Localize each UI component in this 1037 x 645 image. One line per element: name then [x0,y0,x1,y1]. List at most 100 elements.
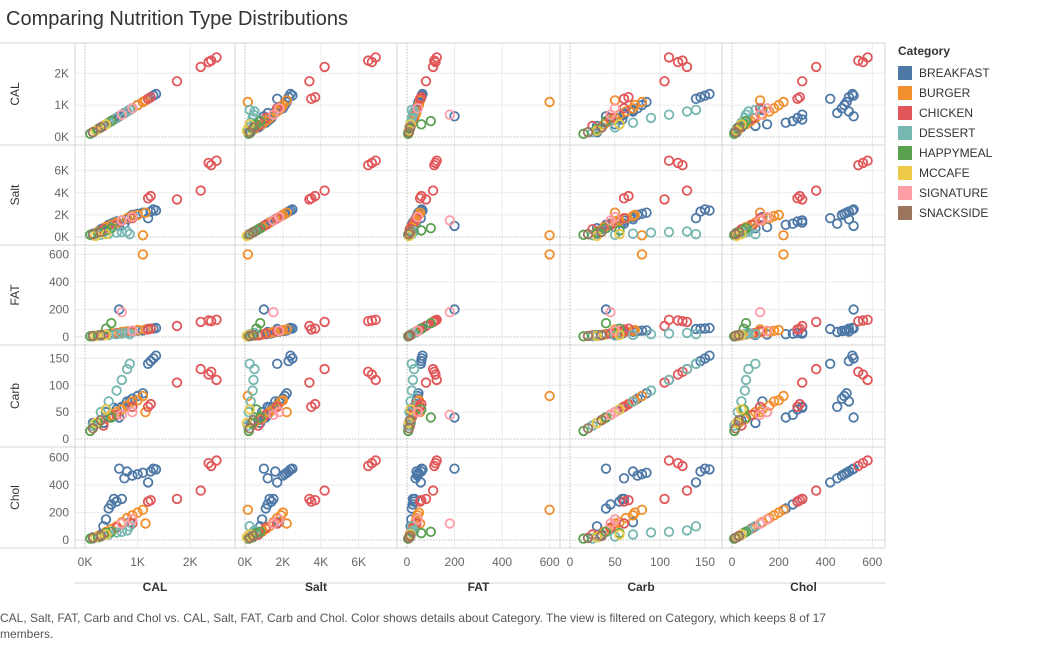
x-tick-label: 200 [769,555,789,569]
data-point [370,155,381,166]
y-tick-label: 200 [49,506,69,520]
data-point [132,99,143,111]
data-point [632,470,643,481]
data-point [412,406,423,418]
data-point [248,415,259,426]
data-point [407,374,419,386]
data-point [145,398,156,410]
data-point [690,323,702,335]
data-point [413,507,425,518]
legend-item[interactable]: BREAKFAST [898,63,1033,83]
data-point [273,325,285,337]
data-point [420,377,432,388]
data-point [677,55,688,66]
legend-item[interactable]: MCCAFE [898,163,1033,183]
x-tick-label: 1K [130,555,145,569]
data-point [681,485,693,496]
data-point [260,409,272,421]
data-point [124,228,135,240]
data-point [285,350,296,361]
data-point [614,529,625,540]
data-point [113,463,125,474]
data-point [444,307,456,318]
data-point [853,460,864,472]
data-point [405,226,416,238]
legend-swatch [898,106,912,120]
legend-item[interactable]: CHICKEN [898,103,1033,123]
data-point [677,460,688,472]
legend-item[interactable]: SIGNATURE [898,183,1033,203]
data-point [429,460,440,472]
data-point [736,228,747,240]
data-point [363,55,374,66]
data-point [268,307,279,318]
legend-item[interactable]: DESSERT [898,123,1033,143]
y-tick-label: 0K [54,130,69,144]
data-point [672,56,684,68]
data-point [406,385,418,396]
data-point [733,530,745,542]
data-point [578,533,589,544]
data-point [636,249,648,260]
data-point [544,230,555,241]
data-point [100,329,112,341]
y-tick-label: 100 [49,378,69,392]
data-point [614,228,625,240]
data-point [847,322,858,334]
data-point [145,206,156,217]
data-point [750,329,761,340]
data-point [645,385,657,396]
data-point [281,95,292,106]
legend-item[interactable]: BURGER [898,83,1033,103]
data-point [544,504,555,516]
data-point [429,55,440,66]
data-point [750,358,761,370]
data-point [248,329,259,341]
data-point [111,527,122,538]
data-point [87,126,99,138]
data-point [848,111,859,122]
legend-item[interactable]: SNACKSIDE [898,203,1033,223]
scatter-matrix: 0K 1K 2K CAL 0K 2K 4K 6K Salt 0 200 400 600 FAT 0 50 100… [0,42,886,594]
data-point [205,460,217,472]
data-point [591,521,603,532]
data-point [645,329,657,340]
data-point [319,316,330,328]
data-point [690,93,702,105]
data-point [408,363,420,375]
data-point [841,325,852,336]
data-point [248,122,259,133]
data-point [260,328,272,339]
data-point [444,109,456,120]
legend-title: Category [898,44,951,58]
data-point [778,96,789,108]
data-point [754,307,766,318]
data-point [415,477,427,488]
x-axis-title: Carb [627,580,654,594]
data-point [417,464,428,475]
data-point [203,369,214,380]
data-point [150,464,162,475]
data-point [425,115,437,127]
legend-swatch [898,126,912,140]
data-point [797,320,808,332]
data-point [277,324,289,336]
data-point [780,219,792,231]
data-point [142,212,154,224]
data-point [132,469,143,480]
data-point [304,76,315,87]
y-tick-label: 0 [62,432,69,446]
data-point [636,469,648,480]
data-point [248,226,259,238]
data-point [309,398,321,410]
data-point [420,194,432,205]
data-point [150,88,162,100]
legend: Category BREAKFAST BURGER CHICKEN DESSERT HA… [898,44,1033,223]
legend-item[interactable]: HAPPYMEAL [898,143,1033,163]
legend-label: SNACKSIDE [919,206,989,220]
data-point [116,307,128,318]
x-tick-label: 150 [695,555,715,569]
data-point [623,91,634,103]
data-point [641,467,652,479]
data-point [618,93,630,105]
